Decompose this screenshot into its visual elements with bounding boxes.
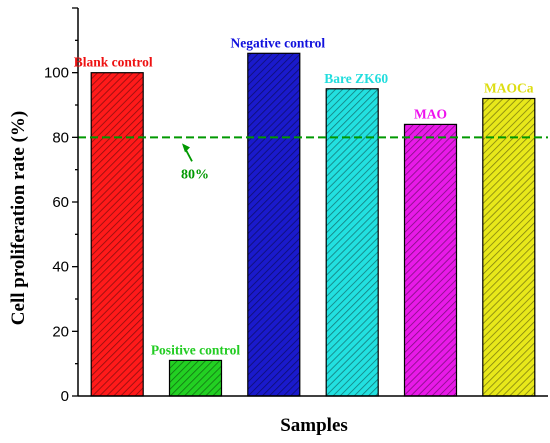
bar-maoca	[482, 97, 536, 397]
y-axis-title: Cell proliferation rate (%)	[8, 111, 29, 325]
bar-positive-control	[168, 359, 223, 397]
reference-label: 80%	[181, 167, 209, 182]
reference-layer: 80%	[78, 136, 548, 182]
bar-label-negative-control: Negative control	[230, 35, 325, 50]
bar-negative-control	[247, 52, 301, 397]
axes-layer: 0 20 40 60 80 100	[44, 7, 548, 405]
x-axis-title: Samples	[280, 415, 348, 436]
bar-blank-control	[90, 72, 144, 397]
bar-labels-layer: Blank control Positive control Negative co…	[74, 35, 534, 357]
reference-arrow-head	[182, 143, 190, 153]
y-tick-label: 60	[52, 194, 69, 211]
bars-layer	[90, 52, 536, 397]
y-tick-label: 20	[52, 323, 69, 340]
y-tick-label: 0	[61, 388, 69, 405]
bar-mao	[403, 123, 458, 397]
y-tick-label: 100	[44, 65, 69, 82]
bar-label-bare-zk60: Bare ZK60	[324, 71, 388, 86]
bar-label-blank-control: Blank control	[74, 55, 153, 70]
bar-label-mao: MAO	[414, 106, 447, 121]
bar-label-maoca: MAOCa	[484, 81, 534, 96]
y-tick-label: 40	[52, 259, 69, 276]
y-tick-label: 80	[52, 129, 69, 146]
bar-label-positive-control: Positive control	[151, 342, 241, 357]
bar-bare-zk60	[325, 88, 379, 397]
